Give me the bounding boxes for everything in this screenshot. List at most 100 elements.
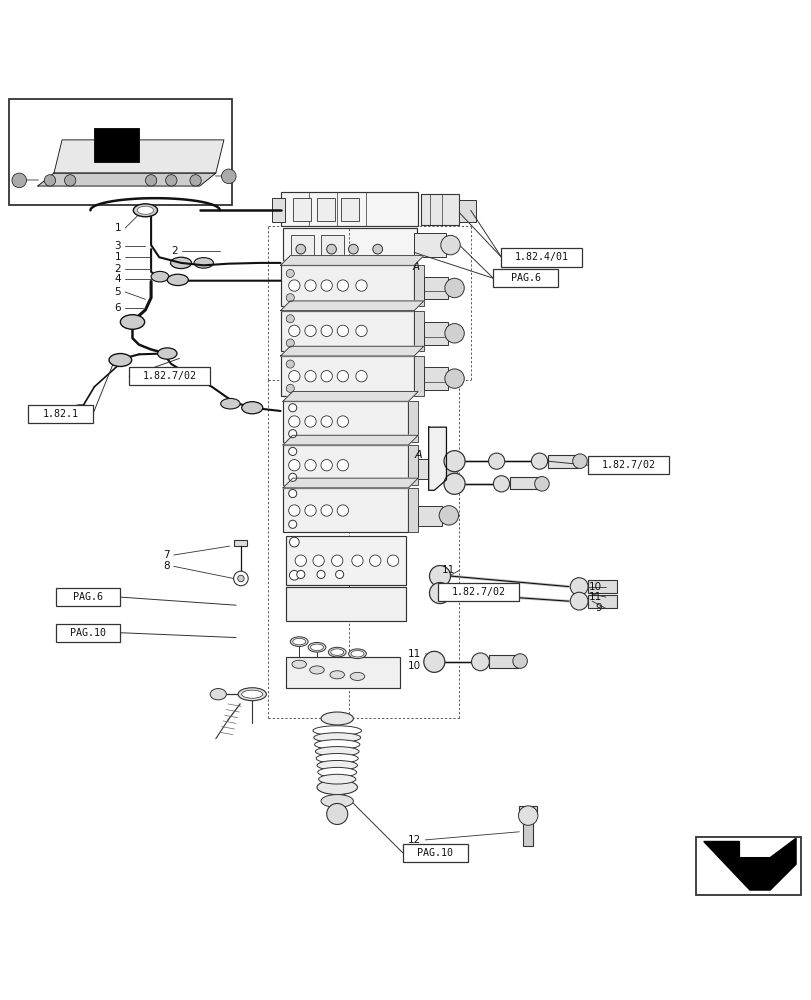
Bar — [420, 194, 459, 225]
Text: 9: 9 — [594, 603, 601, 613]
Circle shape — [221, 169, 236, 184]
Circle shape — [304, 416, 315, 427]
Circle shape — [488, 453, 504, 469]
Bar — [49, 406, 79, 413]
Circle shape — [288, 473, 296, 481]
Circle shape — [286, 384, 294, 392]
Ellipse shape — [309, 666, 324, 674]
Circle shape — [296, 570, 304, 578]
Polygon shape — [283, 435, 418, 445]
Bar — [320, 235, 343, 257]
Ellipse shape — [313, 733, 360, 742]
Circle shape — [326, 803, 347, 824]
Circle shape — [439, 506, 458, 525]
Text: PAG.6: PAG.6 — [73, 592, 103, 602]
Bar — [281, 356, 414, 396]
Circle shape — [439, 459, 458, 478]
Bar — [281, 192, 418, 226]
Ellipse shape — [242, 402, 263, 414]
Bar — [402, 844, 467, 862]
Polygon shape — [283, 392, 418, 401]
Circle shape — [288, 489, 296, 498]
Bar — [281, 311, 414, 351]
Bar — [587, 456, 668, 474]
Circle shape — [493, 476, 509, 492]
Text: 5: 5 — [114, 287, 121, 297]
Ellipse shape — [318, 774, 355, 784]
Circle shape — [320, 505, 332, 516]
Text: A: A — [414, 450, 422, 460]
Bar — [316, 198, 334, 221]
Circle shape — [288, 404, 296, 412]
Text: 10: 10 — [588, 582, 601, 592]
Bar — [341, 198, 358, 221]
Bar — [283, 488, 408, 532]
Polygon shape — [703, 838, 795, 890]
Ellipse shape — [315, 754, 358, 763]
Circle shape — [320, 280, 332, 291]
Text: 6: 6 — [114, 303, 121, 313]
Text: 1: 1 — [114, 252, 121, 262]
Circle shape — [444, 473, 465, 494]
Text: 7: 7 — [163, 550, 169, 560]
Text: 1: 1 — [114, 223, 121, 233]
Polygon shape — [38, 173, 216, 186]
Bar — [587, 595, 616, 608]
Circle shape — [316, 570, 324, 578]
Bar — [414, 233, 446, 257]
Circle shape — [12, 173, 27, 188]
Ellipse shape — [307, 642, 325, 652]
Circle shape — [286, 269, 294, 277]
Polygon shape — [428, 427, 446, 490]
Circle shape — [320, 325, 332, 337]
Bar — [423, 277, 448, 299]
Circle shape — [440, 235, 460, 255]
Circle shape — [337, 371, 348, 382]
Ellipse shape — [70, 405, 91, 415]
Ellipse shape — [290, 637, 307, 646]
Bar — [408, 401, 418, 442]
Circle shape — [234, 571, 248, 586]
Circle shape — [569, 578, 587, 595]
Bar — [423, 367, 448, 390]
Ellipse shape — [312, 726, 361, 735]
Ellipse shape — [170, 257, 191, 269]
Text: 2: 2 — [171, 246, 178, 256]
Bar — [519, 806, 536, 814]
Bar — [286, 536, 406, 585]
Text: PAG.10: PAG.10 — [70, 628, 106, 638]
Ellipse shape — [133, 204, 157, 217]
Text: A: A — [412, 262, 419, 272]
Bar — [493, 269, 557, 287]
Bar — [414, 356, 423, 396]
Circle shape — [471, 653, 489, 671]
Polygon shape — [281, 346, 423, 356]
Bar — [501, 248, 581, 267]
Bar — [272, 198, 285, 222]
Circle shape — [286, 360, 294, 368]
Circle shape — [289, 570, 298, 580]
Circle shape — [369, 555, 380, 566]
Circle shape — [320, 460, 332, 471]
Ellipse shape — [310, 644, 323, 651]
Circle shape — [429, 583, 450, 604]
Circle shape — [331, 555, 342, 566]
Circle shape — [337, 280, 348, 291]
Circle shape — [288, 325, 299, 337]
Bar — [587, 580, 616, 593]
Circle shape — [337, 325, 348, 337]
Ellipse shape — [348, 649, 366, 659]
Text: PAG.6: PAG.6 — [510, 273, 540, 283]
Circle shape — [444, 324, 464, 343]
Circle shape — [444, 278, 464, 298]
Text: 1.82.7/02: 1.82.7/02 — [451, 587, 505, 597]
Ellipse shape — [238, 688, 266, 701]
Circle shape — [337, 505, 348, 516]
Circle shape — [304, 280, 315, 291]
Circle shape — [518, 806, 537, 825]
Ellipse shape — [292, 638, 305, 645]
Bar — [418, 506, 442, 526]
Circle shape — [312, 555, 324, 566]
Circle shape — [534, 477, 548, 491]
Circle shape — [288, 371, 299, 382]
